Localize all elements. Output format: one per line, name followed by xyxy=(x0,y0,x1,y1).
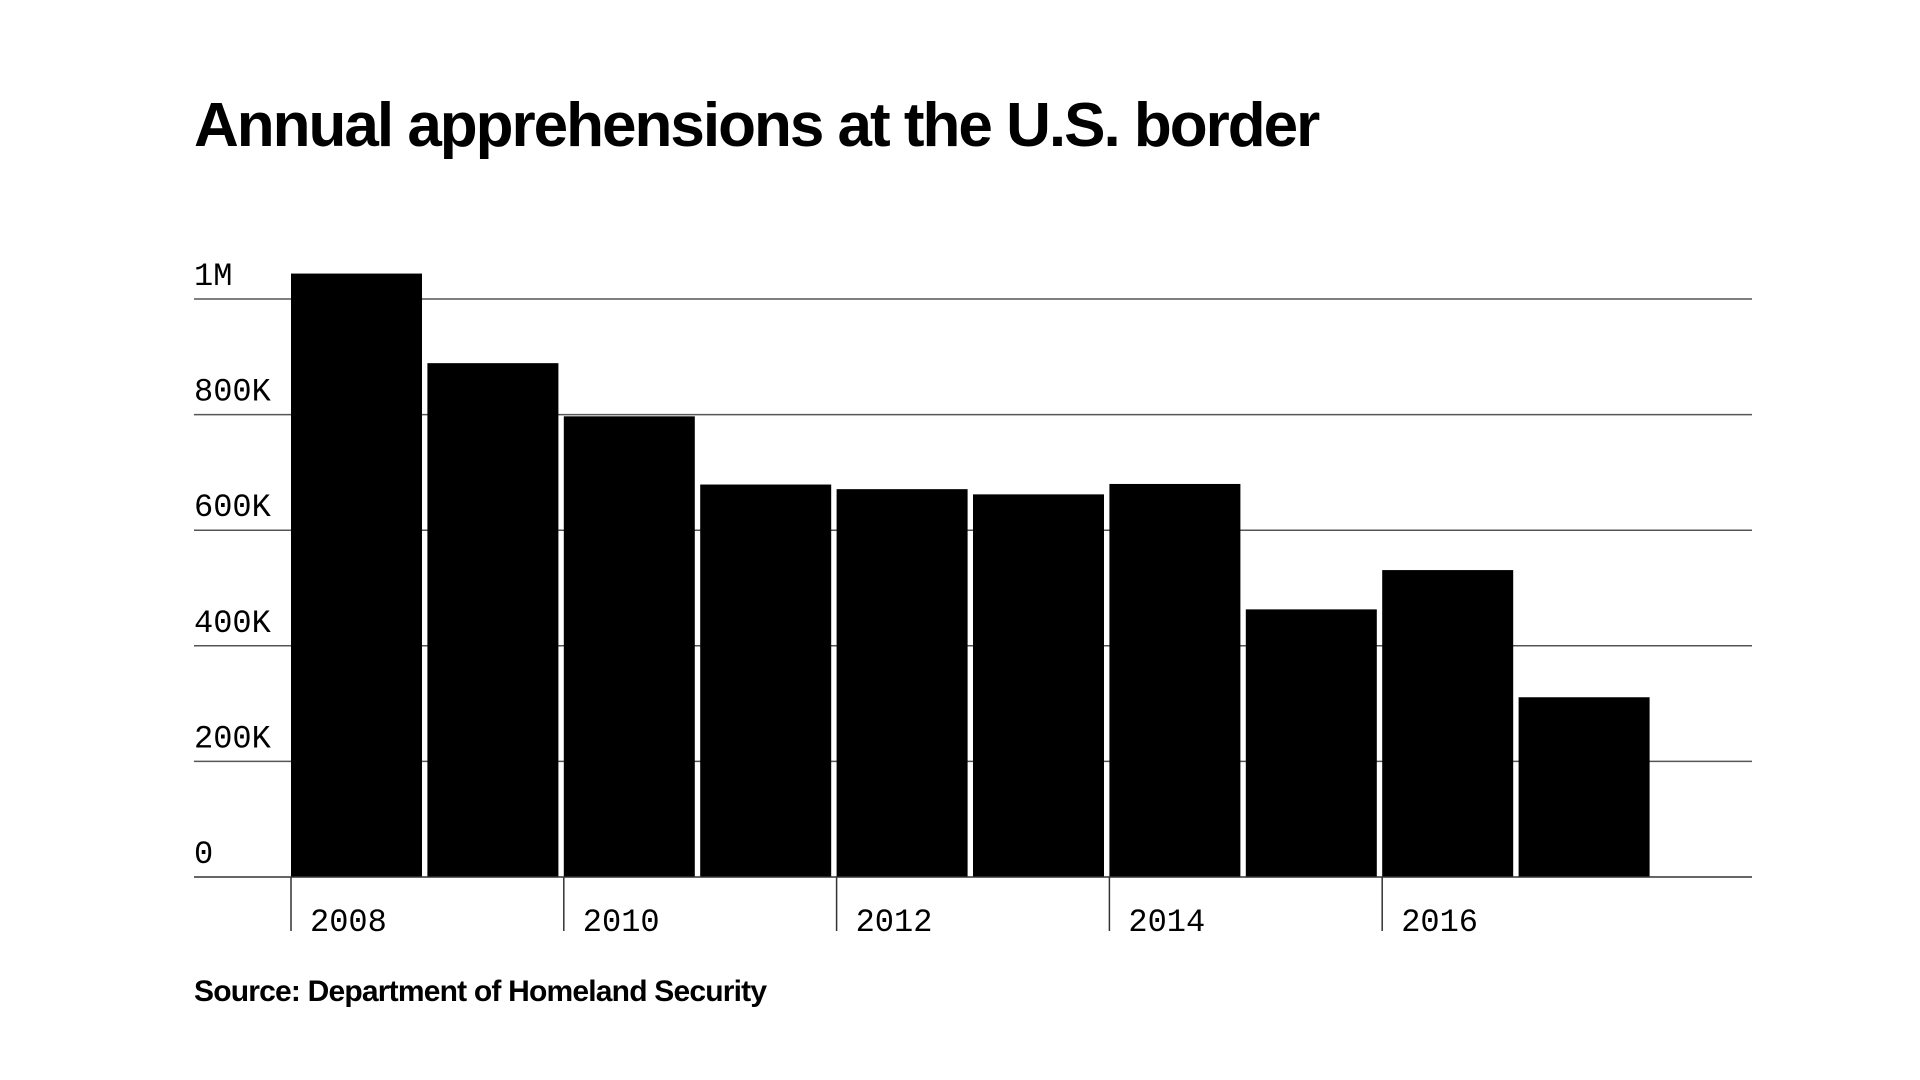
source-note: Source: Department of Homeland Security xyxy=(194,975,767,1008)
bar-2013 xyxy=(973,494,1104,877)
bar-2012 xyxy=(836,489,968,877)
bar-2011 xyxy=(700,484,832,877)
y-tick-label: 400K xyxy=(194,605,272,642)
bar-2010 xyxy=(563,416,695,877)
y-tick-label: 600K xyxy=(194,489,272,526)
y-tick-label: 200K xyxy=(194,720,272,757)
x-tick-label: 2008 xyxy=(310,904,387,941)
x-tick-label: 2010 xyxy=(583,904,660,941)
chart-title: Annual apprehensions at the U.S. border xyxy=(194,91,1320,160)
y-tick-label: 800K xyxy=(194,374,272,411)
x-tick-label: 2014 xyxy=(1128,904,1205,941)
bar-2014 xyxy=(1109,483,1241,877)
x-tick-label: 2016 xyxy=(1401,904,1478,941)
y-tick-label: 1M xyxy=(194,258,232,295)
bar-2017 xyxy=(1518,697,1650,877)
bars xyxy=(291,273,1650,878)
axes xyxy=(194,876,1752,931)
bar-2008 xyxy=(291,273,422,877)
bar-2016 xyxy=(1382,570,1514,877)
bar-2015 xyxy=(1245,609,1377,877)
x-tick-label: 2012 xyxy=(856,904,933,941)
y-tick-label: 0 xyxy=(194,836,213,873)
tick-labels: 0 200K 400K 600K 800K 1M 2008 2010 2012 2014 2016 xyxy=(194,258,1478,941)
bar-2009 xyxy=(427,363,559,878)
